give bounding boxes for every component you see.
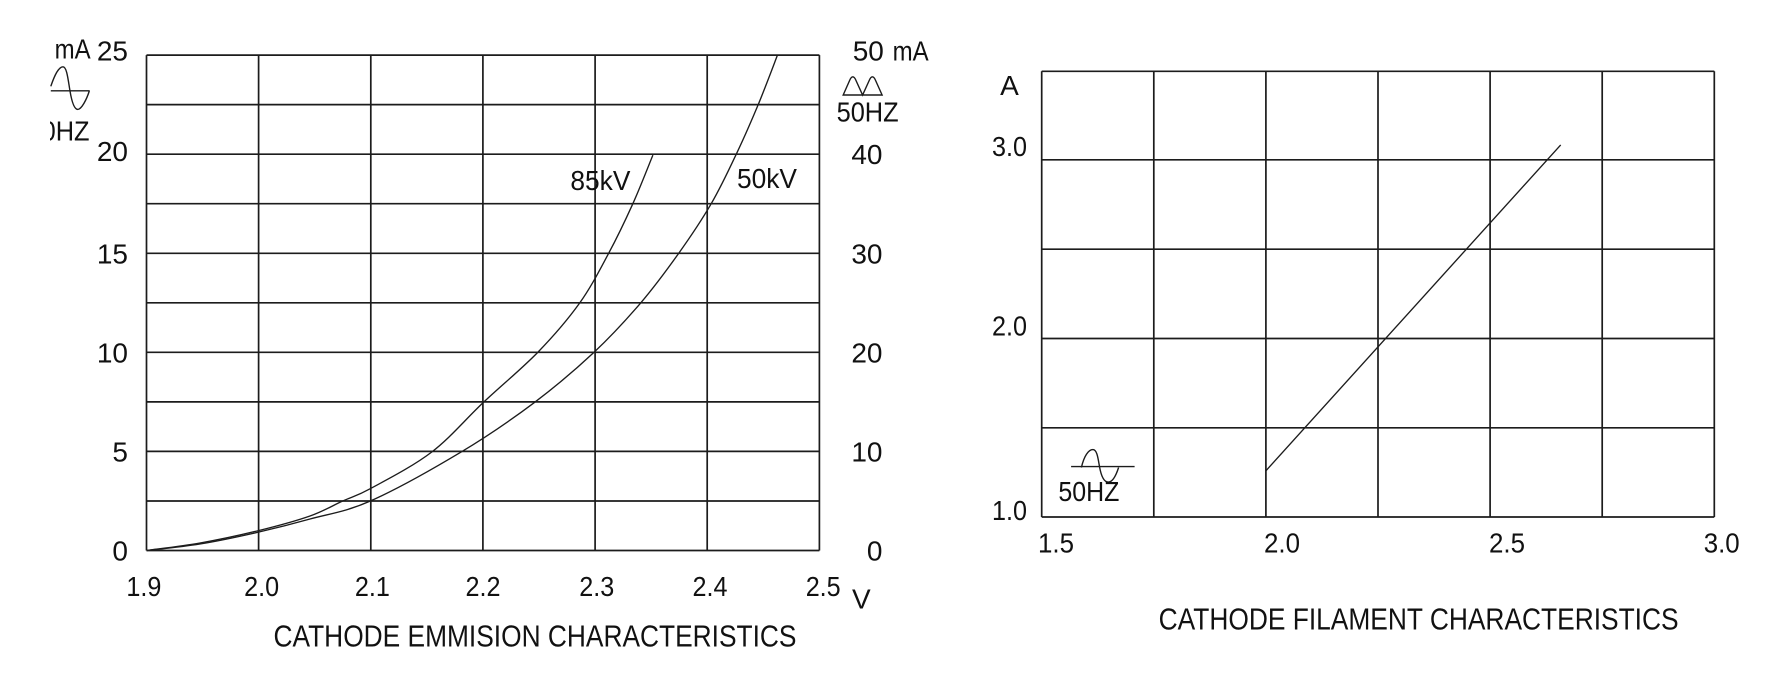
svg-text:25: 25	[97, 36, 128, 67]
svg-text:A: A	[1000, 70, 1019, 101]
svg-text:20: 20	[97, 136, 128, 167]
svg-text:1.0: 1.0	[992, 495, 1027, 526]
svg-text:0: 0	[112, 536, 128, 567]
svg-text:30: 30	[851, 238, 882, 269]
svg-text:V: V	[852, 584, 871, 615]
svg-text:1.9: 1.9	[126, 571, 161, 602]
svg-text:3.0: 3.0	[992, 131, 1027, 162]
svg-text:1.5: 1.5	[1038, 528, 1074, 559]
svg-text:2.3: 2.3	[579, 571, 614, 602]
svg-text:85kV: 85kV	[570, 165, 630, 196]
svg-text:3.0: 3.0	[1704, 528, 1740, 559]
svg-text:2.1: 2.1	[355, 571, 390, 602]
svg-text:2.0: 2.0	[992, 311, 1027, 342]
svg-text:50HZ: 50HZ	[1058, 476, 1119, 507]
svg-text:2.0: 2.0	[1264, 528, 1300, 559]
svg-text:10: 10	[97, 337, 128, 368]
svg-text:15: 15	[97, 238, 128, 269]
svg-text:50HZ: 50HZ	[837, 97, 899, 128]
svg-text:2.4: 2.4	[693, 571, 728, 602]
svg-text:10: 10	[851, 437, 882, 468]
svg-text:2.0: 2.0	[244, 571, 279, 602]
svg-text:50: 50	[853, 36, 884, 67]
svg-text:50HZ: 50HZ	[28, 115, 90, 146]
svg-text:50kV: 50kV	[737, 163, 797, 194]
svg-text:0: 0	[867, 536, 883, 567]
svg-text:mA: mA	[893, 36, 929, 67]
svg-text:mA: mA	[55, 34, 91, 65]
svg-text:2.2: 2.2	[466, 571, 501, 602]
svg-text:2.5: 2.5	[1489, 528, 1525, 559]
svg-text:40: 40	[851, 139, 882, 170]
svg-text:CATHODE EMMISION CHARACTERISTI: CATHODE EMMISION CHARACTERISTICS	[274, 620, 797, 654]
svg-text:20: 20	[851, 337, 882, 368]
svg-text:5: 5	[112, 437, 128, 468]
svg-text:2.5: 2.5	[806, 571, 841, 602]
svg-text:CATHODE FILAMENT CHARACTERISTI: CATHODE FILAMENT CHARACTERISTICS	[1159, 603, 1679, 637]
